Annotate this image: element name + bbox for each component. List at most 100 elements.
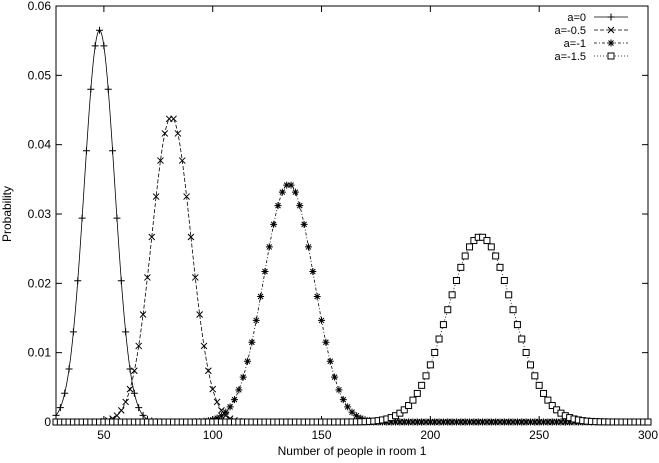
star-marker — [439, 418, 447, 426]
star-marker — [405, 418, 413, 426]
star-marker — [461, 418, 469, 426]
star-marker — [479, 418, 487, 426]
cross-marker — [152, 193, 160, 200]
square-marker — [509, 306, 517, 314]
cross-marker — [170, 115, 177, 123]
star-marker — [483, 418, 491, 426]
cross-marker — [139, 311, 147, 318]
cross-marker — [174, 130, 182, 137]
series-line — [55, 29, 648, 423]
x-tick-label: 50 — [97, 428, 111, 442]
y-tick-label: 0.06 — [28, 0, 52, 13]
star-marker — [505, 418, 513, 426]
square-marker — [426, 361, 434, 369]
plus-marker — [82, 147, 90, 155]
cross-marker — [204, 367, 212, 375]
star-marker — [448, 418, 456, 426]
cross-marker — [161, 130, 169, 137]
plus-marker — [135, 404, 143, 412]
star-marker — [553, 418, 561, 426]
square-marker — [607, 52, 615, 60]
square-marker — [452, 277, 460, 285]
cross-marker — [607, 26, 615, 34]
y-tick-label: 0 — [44, 415, 51, 429]
series-a=0 — [52, 26, 652, 426]
square-marker — [487, 243, 495, 251]
plus-marker — [130, 389, 138, 397]
square-marker — [492, 252, 500, 260]
plus-marker — [100, 42, 108, 50]
legend-label: a=-1.5 — [555, 51, 587, 63]
square-marker — [461, 252, 469, 260]
star-marker — [217, 412, 225, 420]
star-marker — [278, 188, 286, 196]
x-tick-label: 200 — [420, 428, 440, 442]
x-tick-label: 150 — [312, 428, 332, 442]
star-marker — [322, 338, 330, 346]
star-marker — [339, 396, 347, 404]
x-axis-label: Number of people in room 1 — [278, 444, 427, 458]
star-marker — [413, 418, 421, 426]
square-marker — [500, 277, 508, 285]
square-marker — [505, 291, 513, 299]
plus-marker — [61, 389, 69, 397]
plus-marker — [607, 13, 615, 21]
square-marker — [531, 372, 539, 380]
cross-marker — [117, 406, 125, 414]
series-a=-1 — [52, 181, 652, 426]
star-marker — [487, 418, 495, 426]
plus-marker — [52, 411, 60, 419]
star-marker — [287, 181, 295, 189]
star-marker — [230, 396, 238, 404]
square-marker — [413, 389, 421, 397]
star-marker — [261, 267, 269, 275]
star-marker — [252, 316, 260, 324]
square-marker — [644, 418, 652, 426]
star-marker — [526, 418, 534, 426]
square-marker — [418, 381, 426, 389]
square-marker — [513, 321, 521, 329]
star-marker — [235, 386, 243, 394]
series-line — [56, 183, 648, 423]
star-marker — [566, 418, 574, 426]
star-marker — [518, 418, 526, 426]
square-marker — [435, 335, 443, 343]
star-marker — [607, 39, 615, 47]
star-marker — [496, 418, 504, 426]
y-tick-label: 0.05 — [28, 68, 52, 82]
star-marker — [274, 202, 282, 210]
square-marker — [540, 389, 548, 397]
square-marker — [409, 396, 417, 404]
square-marker — [544, 396, 552, 404]
square-marker — [439, 321, 447, 329]
plus-marker — [74, 277, 82, 285]
star-marker — [352, 412, 360, 420]
cross-marker — [157, 157, 164, 164]
star-marker — [452, 418, 460, 426]
star-marker — [239, 373, 247, 381]
star-marker — [387, 418, 395, 426]
y-tick-label: 0.04 — [28, 138, 52, 152]
star-marker — [357, 414, 365, 422]
plus-marker — [109, 147, 117, 155]
star-marker — [557, 418, 565, 426]
cross-marker — [113, 412, 121, 419]
star-marker — [470, 418, 478, 426]
star-marker — [326, 357, 334, 365]
star-marker — [248, 338, 256, 346]
square-marker — [522, 349, 530, 357]
star-marker — [400, 418, 408, 426]
legend-label: a=-1 — [564, 38, 586, 50]
star-marker — [426, 418, 434, 426]
cross-marker — [144, 274, 151, 281]
cross-marker — [183, 193, 190, 200]
series-line — [56, 116, 648, 423]
plus-marker — [96, 26, 104, 34]
plus-marker — [104, 85, 112, 93]
axis-ticks: 50 100 150 200 250 300 0 0.01 0.02 0.03 0.04 0.05 0.… — [28, 0, 659, 442]
star-marker — [474, 418, 482, 426]
star-marker — [304, 243, 312, 251]
legend-label: a=-0.5 — [555, 25, 587, 37]
plus-marker — [56, 404, 64, 412]
